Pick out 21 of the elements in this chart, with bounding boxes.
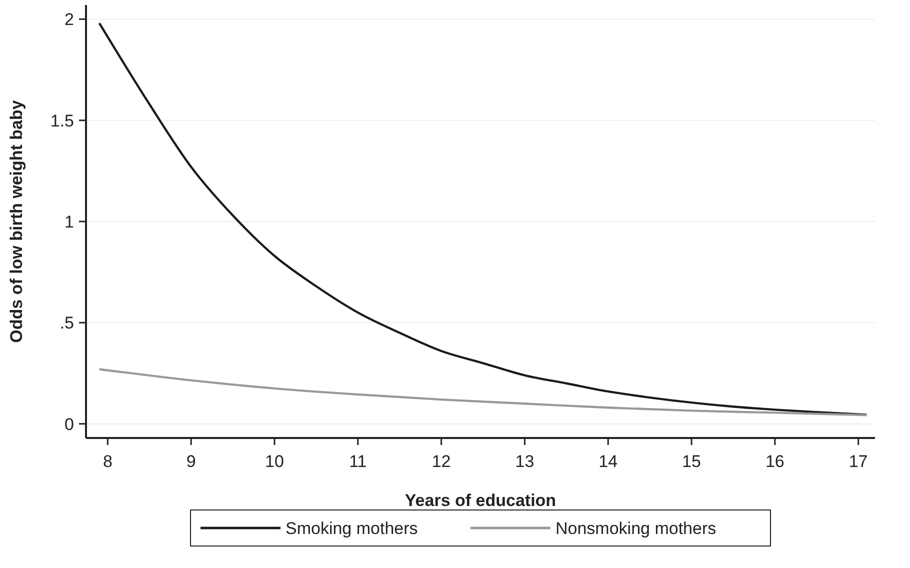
y-tick-label: 1.5: [50, 111, 74, 130]
legend-label: Smoking mothers: [286, 518, 418, 538]
y-tick-label: 2: [64, 10, 74, 30]
y-tick-label: 1: [64, 212, 74, 232]
y-tick-label: .5: [60, 314, 74, 333]
x-tick-label: 11: [349, 452, 367, 471]
x-tick-label: 16: [765, 452, 784, 471]
line-series: [98, 22, 868, 416]
line-series: [98, 368, 868, 416]
x-tick-label: 15: [682, 452, 701, 471]
x-tick-label: 12: [432, 452, 451, 471]
x-tick-label: 13: [515, 452, 534, 471]
y-tick-label: 0: [64, 414, 74, 434]
y-axis-title: Odds of low birth weight baby: [7, 100, 26, 343]
x-tick-label: 14: [598, 452, 618, 471]
x-axis-title: Years of education: [404, 491, 556, 510]
x-tick-label: 9: [186, 452, 196, 471]
x-tick-label: 10: [265, 452, 284, 471]
x-tick-label: 8: [102, 452, 112, 471]
legend-label: Nonsmoking mothers: [556, 518, 716, 538]
x-tick-label: 17: [848, 452, 868, 471]
